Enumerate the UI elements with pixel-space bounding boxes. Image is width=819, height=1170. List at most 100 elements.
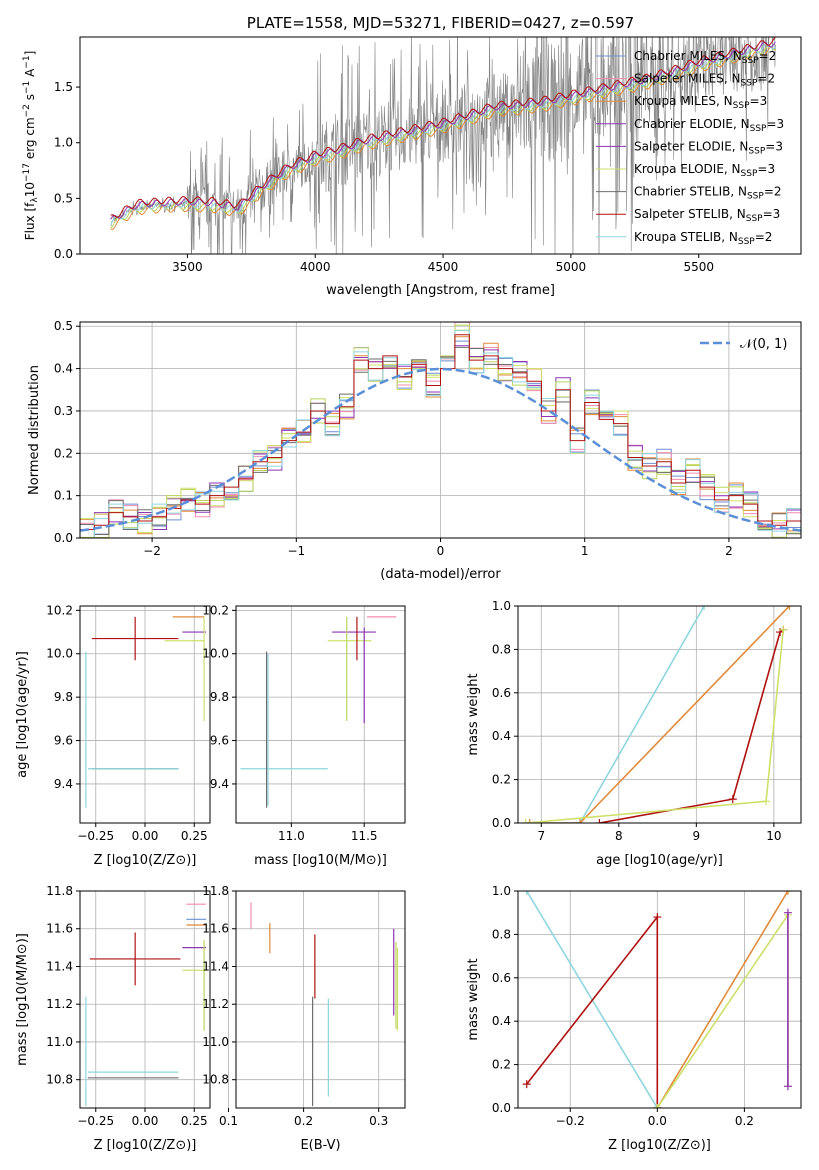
axes-frame	[79, 36, 802, 255]
x-tick-label: 0.2	[735, 1114, 754, 1128]
legend-label: 𝒩(0, 1)	[740, 337, 787, 352]
legend-label: Chabrier MILES, NSSP=2	[634, 49, 776, 66]
y-tick-label: 9.6	[210, 734, 229, 748]
x-tick-label: 1	[581, 544, 589, 558]
x-tick-label: 0.25	[181, 1114, 208, 1128]
legend-label: Salpeter ELODIE, NSSP=3	[634, 139, 783, 156]
axes-frame	[517, 605, 802, 824]
mass-weight-line	[529, 606, 705, 823]
histogram-series	[80, 334, 801, 538]
y-tick-label: 0.4	[54, 362, 73, 376]
axes-frame	[235, 890, 406, 1109]
x-axis-label: age [log10(age/yr)]	[596, 853, 723, 868]
y-tick-label: 0.4	[492, 1014, 511, 1028]
marker-plus	[521, 819, 530, 823]
marker-plus	[783, 891, 792, 895]
x-tick-label: 11.0	[278, 829, 305, 843]
x-tick-label: −0.2	[556, 1114, 585, 1128]
marker-plus	[576, 819, 585, 823]
marker-plus	[522, 1080, 531, 1089]
axes-6: 0.1 0.2 0.3 10.8 11.0 11.2 11.4 11.6 11.8	[202, 884, 406, 1128]
x-tick-label: −0.25	[77, 1114, 114, 1128]
x-tick-label: 9	[693, 829, 701, 843]
mass-weight-line	[526, 914, 659, 1108]
legend-label: Kroupa ELODIE, NSSP=3	[634, 162, 775, 179]
chart-title: PLATE=1558, MJD=53271, FIBERID=0427, z=0…	[247, 14, 634, 32]
plot-area	[250, 902, 399, 1107]
legend-label: Chabrier STELIB, NSSP=2	[634, 185, 782, 202]
plot-area	[85, 616, 207, 808]
legend-label: Kroupa STELIB, NSSP=2	[634, 230, 772, 247]
mass-weight-line	[656, 912, 789, 1108]
legend-label: Kroupa MILES, NSSP=3	[634, 94, 767, 111]
y-tick-label: 9.4	[210, 777, 229, 791]
marker-plus	[653, 913, 662, 922]
x-axis-label: E(B-V)	[300, 1138, 340, 1153]
x-tick-label: 10	[766, 829, 781, 843]
model-spectrum	[110, 37, 776, 218]
x-axis-label: mass [log10(M/M⊙)]	[254, 853, 387, 868]
y-tick-label: 11.4	[46, 959, 73, 973]
x-tick-label: 4500	[428, 260, 459, 274]
y-tick-label: 11.6	[46, 922, 73, 936]
y-tick-label: 11.4	[202, 959, 229, 973]
x-tick-label: −1	[287, 544, 305, 558]
x-tick-label: 2	[725, 544, 733, 558]
axes-4: 7 8 9 10 0.0 0.2 0.4 0.6 0.8 1.0	[492, 599, 802, 843]
y-axis-label: Normed distribution	[27, 365, 42, 495]
mass-weight-line	[525, 629, 784, 823]
legend-label: Chabrier ELODIE, NSSP=3	[634, 117, 784, 134]
y-tick-label: 10.2	[202, 603, 229, 617]
y-tick-label: 10.0	[46, 647, 73, 661]
y-tick-label: 0.6	[492, 686, 511, 700]
y-tick-label: 0.2	[492, 1058, 511, 1072]
x-axis-label: (data-model)/error	[380, 567, 501, 582]
y-tick-label: 10.8	[202, 1073, 229, 1087]
y-tick-label: 0.0	[54, 531, 73, 545]
marker-plus	[525, 819, 534, 823]
x-axis-label: wavelength [Angstrom, rest frame]	[326, 283, 555, 298]
y-tick-label: 0.3	[54, 404, 73, 418]
x-tick-label: −2	[143, 544, 161, 558]
plot-area	[521, 606, 794, 823]
x-tick-label: 0.00	[132, 829, 159, 843]
axes-7: −0.2 0.0 0.2 0.0 0.2 0.4 0.6 0.8 1.0	[492, 884, 802, 1128]
y-tick-label: 9.6	[54, 734, 73, 748]
y-tick-label: 11.0	[46, 1035, 73, 1049]
x-tick-label: 8	[615, 829, 623, 843]
y-tick-label: 11.8	[202, 884, 229, 898]
marker-plus	[522, 891, 531, 895]
x-tick-label: 5500	[683, 260, 714, 274]
y-tick-label: 0.4	[492, 729, 511, 743]
y-tick-label: 10.2	[46, 603, 73, 617]
y-tick-label: 9.4	[54, 777, 73, 791]
y-tick-label: 0.2	[54, 446, 73, 460]
plot-area	[80, 322, 801, 538]
y-tick-label: 11.6	[202, 922, 229, 936]
y-tick-label: 0.6	[492, 971, 511, 985]
y-tick-label: 0.8	[492, 927, 511, 941]
x-tick-label: 0.0	[648, 1114, 667, 1128]
axes-0: 3500 4000 4500 5000 5500 0.0 0.5 1.0 1.5	[54, 36, 802, 274]
y-tick-label: 0.5	[54, 319, 73, 333]
y-axis-label: age [log10(age/yr)]	[15, 651, 30, 778]
x-tick-label: 3500	[172, 260, 203, 274]
x-tick-label: 0	[437, 544, 445, 558]
y-tick-label: 0.5	[54, 191, 73, 205]
x-tick-label: 0.1	[219, 1114, 238, 1128]
x-tick-label: 0.2	[294, 1114, 313, 1128]
marker-plus	[783, 1082, 792, 1091]
y-tick-label: 0.1	[54, 489, 73, 503]
y-axis-label: Flux [fλ10−17 erg cm−2 s−1 A−1]	[22, 51, 40, 241]
axes-1: −2 −1 0 1 2 0.0 0.1 0.2 0.3 0.4 0.5	[54, 319, 802, 558]
x-tick-label: 5000	[556, 260, 587, 274]
mass-weight-line	[599, 629, 784, 823]
marker-plus	[785, 606, 794, 610]
axes-frame	[517, 890, 802, 1109]
y-axis-label: mass weight	[466, 958, 481, 1040]
x-axis-label: Z [log10(Z/Z⊙)]	[94, 1138, 197, 1153]
x-tick-label: −0.25	[77, 829, 114, 843]
mass-weight-line	[656, 891, 789, 1108]
axes-frame	[235, 605, 406, 824]
y-tick-label: 10.8	[46, 1073, 73, 1087]
